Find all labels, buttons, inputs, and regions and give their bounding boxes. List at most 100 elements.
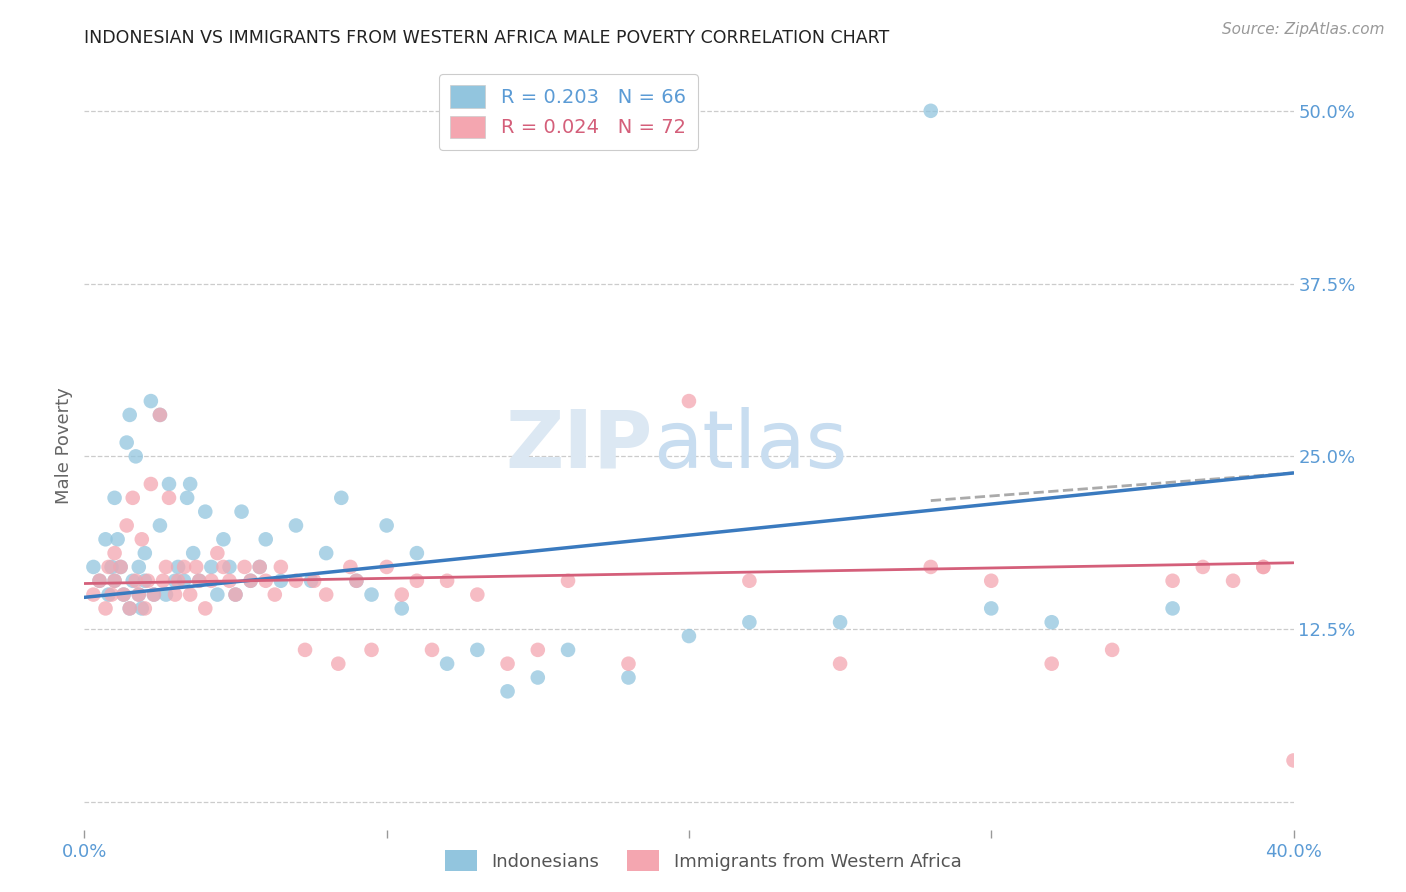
Point (225, 588, 247, 602)
Point (115, 435, 138, 450)
Point (339, 560, 361, 574)
Point (82, 560, 104, 574)
Point (1253, 560, 1275, 574)
Point (104, 574, 127, 588)
Point (1161, 574, 1184, 588)
Point (155, 588, 177, 602)
Point (89, 574, 111, 588)
Point (225, 588, 247, 602)
Point (1282, 754, 1305, 768)
Point (152, 574, 174, 588)
Point (149, 408, 172, 422)
Point (1040, 615, 1063, 630)
Point (121, 491, 143, 505)
Point (254, 574, 277, 588)
Point (200, 560, 222, 574)
Point (360, 588, 382, 602)
Point (467, 588, 489, 602)
Point (194, 505, 217, 519)
Point (285, 518, 308, 533)
Point (496, 657, 519, 671)
Point (165, 588, 187, 602)
Point (249, 560, 271, 574)
Point (107, 533, 129, 547)
Point (212, 533, 235, 547)
Point (302, 574, 325, 588)
Point (157, 491, 180, 505)
Point (100, 588, 122, 602)
Point (121, 574, 143, 588)
Point (346, 574, 368, 588)
Point (231, 505, 253, 519)
Point (134, 601, 156, 615)
Point (118, 601, 141, 615)
Point (89, 574, 111, 588)
Point (980, 574, 1002, 588)
Point (194, 601, 217, 615)
Point (496, 684, 519, 698)
Point (391, 601, 413, 615)
Point (128, 588, 150, 602)
Point (97, 588, 120, 602)
Point (212, 560, 235, 574)
Point (527, 671, 550, 685)
Point (179, 588, 201, 602)
Point (207, 546, 229, 560)
Point (678, 394, 700, 409)
Point (920, 560, 942, 574)
Point (270, 560, 292, 574)
Point (617, 671, 640, 685)
Point (134, 546, 156, 560)
Point (1253, 560, 1275, 574)
Point (360, 643, 382, 657)
Point (233, 560, 256, 574)
Point (420, 643, 443, 657)
Point (270, 574, 292, 588)
Point (1192, 560, 1215, 574)
Point (167, 574, 190, 588)
Point (830, 615, 852, 630)
Point (391, 588, 413, 602)
Point (330, 491, 353, 505)
Point (94, 601, 117, 615)
Point (239, 574, 262, 588)
Point (346, 574, 368, 588)
Point (285, 574, 308, 588)
Point (118, 601, 141, 615)
Point (294, 643, 316, 657)
Point (131, 601, 153, 615)
Point (100, 560, 122, 574)
Point (188, 574, 211, 588)
Point (188, 574, 211, 588)
Point (179, 477, 201, 491)
Point (328, 657, 350, 671)
Point (467, 643, 489, 657)
Point (173, 560, 195, 574)
Point (155, 560, 177, 574)
Point (980, 601, 1002, 615)
Point (112, 588, 135, 602)
Point (115, 518, 138, 533)
Point (173, 574, 195, 588)
Point (149, 408, 172, 422)
Point (128, 560, 150, 574)
Y-axis label: Male Poverty: Male Poverty (55, 388, 73, 504)
Point (557, 574, 579, 588)
Point (104, 546, 127, 560)
Point (176, 491, 198, 505)
Point (1101, 643, 1123, 657)
Point (738, 574, 761, 588)
Point (738, 615, 761, 630)
Point (254, 533, 277, 547)
Point (299, 574, 322, 588)
Point (218, 574, 240, 588)
Point (94, 533, 117, 547)
Legend: Indonesians, Immigrants from Western Africa: Indonesians, Immigrants from Western Afr… (437, 843, 969, 879)
Point (557, 643, 579, 657)
Point (165, 574, 187, 588)
Point (375, 518, 398, 533)
Point (830, 657, 852, 671)
Point (315, 588, 337, 602)
Point (406, 574, 429, 588)
Point (181, 546, 204, 560)
